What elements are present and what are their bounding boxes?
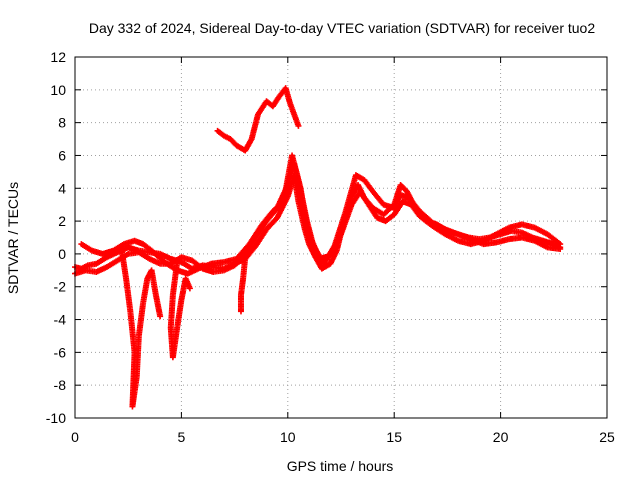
x-tick-label: 25 [599, 429, 615, 445]
axis-ticks: 0 5 10 15 20 25 -10 -8 -6 -4 -2 0 2 4 6 8 10 12 [46, 49, 615, 445]
y-tick-label: 10 [50, 82, 66, 98]
series-track-main-b [72, 160, 564, 277]
series-dip-near-3h [118, 247, 164, 410]
series-dip-near-8h [237, 254, 249, 315]
series-dip-near-4.5h [167, 259, 193, 361]
y-tick-label: 8 [58, 115, 66, 131]
y-tick-label: -4 [54, 312, 67, 328]
plot-frame [74, 56, 608, 419]
x-tick-label: 15 [386, 429, 402, 445]
series-arc-upper [214, 85, 302, 154]
y-tick-label: -2 [54, 279, 67, 295]
y-tick-label: -8 [54, 377, 67, 393]
chart-title: Day 332 of 2024, Sidereal Day-to-day VTE… [89, 20, 596, 36]
series-track-main-c [78, 152, 564, 277]
y-tick-label: 12 [50, 49, 66, 65]
y-axis-label: SDTVAR / TECUs [5, 182, 21, 294]
y-tick-label: -6 [54, 344, 67, 360]
y-tick-label: 2 [58, 213, 66, 229]
data-series [72, 85, 564, 410]
y-tick-label: 0 [58, 246, 66, 262]
data-point [237, 308, 244, 315]
x-tick-label: 5 [178, 429, 186, 445]
x-tick-label: 20 [493, 429, 509, 445]
x-axis-label: GPS time / hours [287, 458, 394, 474]
data-point [295, 122, 302, 129]
x-tick-label: 10 [280, 429, 296, 445]
data-point [157, 313, 164, 320]
y-tick-label: 6 [58, 147, 66, 163]
y-tick-label: -10 [46, 410, 66, 426]
x-tick-label: 0 [71, 429, 79, 445]
y-tick-label: 4 [58, 180, 66, 196]
data-point [186, 285, 193, 292]
data-point [557, 245, 564, 252]
